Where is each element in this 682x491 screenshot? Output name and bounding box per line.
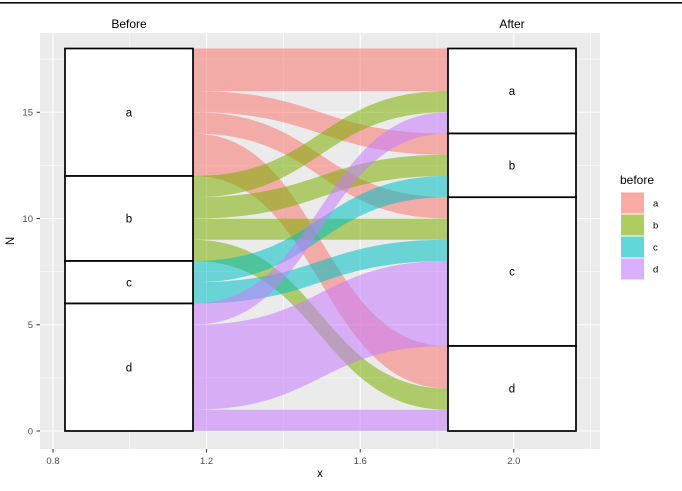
x-tick-label-0.8: 0.8 (46, 456, 59, 467)
before-column-title: Before (111, 17, 147, 31)
legend-label-b: b (653, 221, 658, 232)
y-axis-title: N (5, 237, 17, 245)
legend-key-b (621, 214, 644, 236)
flow-ribbons (193, 48, 448, 431)
stratum-after-a (447, 47, 577, 135)
legend-label-d: d (653, 265, 658, 276)
flow-d-to-a (193, 112, 448, 325)
stratum-after-d (447, 345, 577, 432)
after-column-title: After (499, 17, 524, 31)
flow-d-to-c (193, 261, 448, 410)
legend-key-c (621, 236, 644, 258)
x-tick-label-2.0: 2.0 (507, 456, 520, 467)
stratum-before-d-label: d (126, 362, 132, 374)
flow-d-to-d (193, 409, 448, 431)
legend-label-c: c (653, 243, 658, 254)
y-tick-label-5: 5 (28, 320, 33, 331)
stratum-after-a-label: a (509, 86, 516, 98)
legend-label-a: a (653, 199, 659, 210)
flow-b-to-a (193, 91, 448, 198)
stratum-before-c (64, 260, 194, 305)
legend-key-a (621, 192, 644, 214)
x-tick-label-1.6: 1.6 (354, 456, 367, 467)
axis-ticks (36, 111, 515, 453)
legend-key-d (621, 258, 644, 280)
stratum-before-a-label: a (126, 107, 133, 119)
stratum-after-b-label: b (509, 160, 515, 172)
flow-b-to-b (193, 154, 448, 219)
stratum-before-d (64, 302, 194, 432)
stratum-before-b (64, 175, 194, 262)
flow-a-to-a (193, 48, 448, 91)
axis-tick-labels: 0.8 1.2 1.6 2.0 0 5 10 15 (22, 108, 520, 467)
legend-title: before (620, 173, 654, 187)
x-tick-label-1.2: 1.2 (200, 456, 213, 467)
stratum-before-c-label: c (126, 277, 132, 289)
stratum-after-c-label: c (509, 267, 515, 279)
stratum-before-a (64, 47, 194, 177)
strata-boxes: a b c d a b c d (64, 47, 577, 432)
x-axis-title: x (317, 468, 323, 480)
y-tick-label-0: 0 (28, 426, 33, 437)
y-tick-label-10: 10 (22, 214, 33, 225)
stratum-before-b-label: b (126, 214, 132, 226)
y-tick-label-15: 15 (22, 108, 33, 119)
stratum-after-d-label: d (509, 384, 515, 396)
stratum-after-c (447, 196, 577, 347)
window-top-border (0, 2, 682, 4)
